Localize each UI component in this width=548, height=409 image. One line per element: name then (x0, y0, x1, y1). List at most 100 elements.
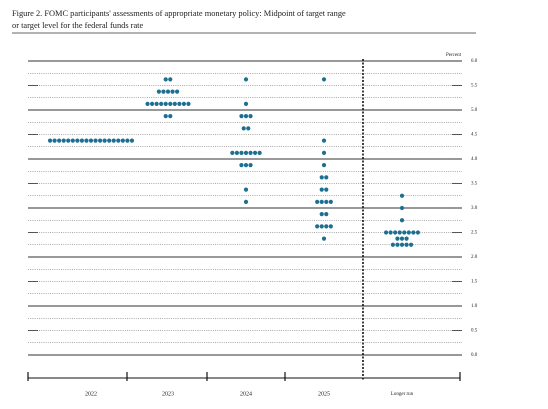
dot (57, 138, 62, 143)
dot (98, 138, 103, 143)
dot (163, 101, 168, 106)
dot-row (47, 138, 135, 143)
dot (395, 242, 400, 247)
dot-row (399, 205, 405, 211)
chart-title: Figure 2. FOMC participants' assessments… (12, 9, 346, 18)
dot (321, 236, 327, 241)
dot (397, 230, 402, 235)
dot (243, 101, 249, 106)
dot-row (243, 187, 249, 192)
dot (156, 89, 161, 94)
dot (253, 150, 258, 155)
dot-row (399, 218, 405, 223)
dot-row (315, 224, 333, 229)
dot (248, 150, 253, 155)
dot (246, 126, 251, 131)
dot (409, 242, 414, 247)
dot (241, 126, 246, 131)
x-tick-label: 2024 (240, 391, 252, 397)
dot (248, 163, 253, 168)
dot (321, 138, 327, 143)
dot (319, 212, 324, 217)
dot (161, 89, 166, 94)
dot (168, 77, 173, 82)
dot (411, 230, 416, 235)
dot (399, 242, 405, 247)
dot (107, 138, 112, 143)
dot (404, 242, 409, 247)
y-tick-label: 4.0 (471, 157, 478, 162)
dot (395, 236, 400, 241)
dot-row (163, 77, 173, 82)
dot-row (156, 89, 180, 94)
dot (163, 114, 168, 119)
dot (406, 230, 411, 235)
dot (399, 236, 405, 241)
dot (243, 114, 249, 119)
dot (165, 89, 171, 94)
dot (181, 101, 187, 106)
dot (243, 199, 249, 204)
dot (321, 150, 327, 155)
dot (321, 163, 327, 168)
dot-row (319, 212, 329, 217)
dot (243, 163, 249, 168)
dot-row (395, 236, 409, 241)
x-tick-label: Longer run (391, 392, 414, 397)
dot (415, 230, 421, 235)
dot (239, 163, 244, 168)
dot (324, 175, 329, 180)
dot (79, 138, 84, 143)
dot (52, 138, 57, 143)
dot (234, 150, 239, 155)
y-tick-label: 5.5 (471, 84, 478, 89)
dot (186, 101, 191, 106)
dot (243, 150, 249, 155)
dot (70, 138, 75, 143)
dot (248, 114, 253, 119)
dot (388, 230, 393, 235)
dot (172, 101, 177, 106)
y-tick-label: 1.5 (471, 280, 478, 285)
dot (61, 138, 66, 143)
dot (257, 150, 262, 155)
dot (168, 101, 173, 106)
x-tick-label: 2025 (318, 391, 330, 397)
dot (88, 138, 94, 143)
dot (399, 193, 405, 198)
dot (47, 138, 53, 143)
dot (163, 77, 168, 82)
dot-row (321, 150, 327, 155)
y-tick-label: 5.0 (471, 108, 478, 113)
dot (315, 224, 320, 229)
dot (168, 114, 173, 119)
dot (324, 224, 329, 229)
dot (321, 77, 327, 82)
dot (102, 138, 107, 143)
dot-row (383, 230, 421, 235)
dot-row (390, 242, 414, 247)
dot (315, 199, 320, 204)
dot-row (145, 101, 191, 106)
dot-row (315, 199, 333, 204)
dot (129, 138, 135, 143)
y-tick-label: 6.0 (471, 59, 478, 64)
dot (84, 138, 89, 143)
dot-row (239, 163, 253, 168)
dot-row (319, 187, 329, 192)
dot (319, 199, 324, 204)
dot (175, 89, 180, 94)
chart-title: or target level for the federal funds ra… (12, 21, 144, 30)
y-tick-label: 2.5 (471, 231, 478, 236)
y-tick-label: 3.5 (471, 182, 478, 187)
y-axis-label: Percent (446, 53, 462, 58)
y-tick-label: 2.0 (471, 255, 478, 260)
dot (154, 101, 159, 106)
dot-row (321, 138, 327, 143)
x-tick-label: 2022 (85, 391, 97, 397)
dot-row (243, 77, 249, 82)
y-tick-label: 0.0 (471, 353, 478, 358)
dot (319, 187, 324, 192)
dot (383, 230, 389, 235)
